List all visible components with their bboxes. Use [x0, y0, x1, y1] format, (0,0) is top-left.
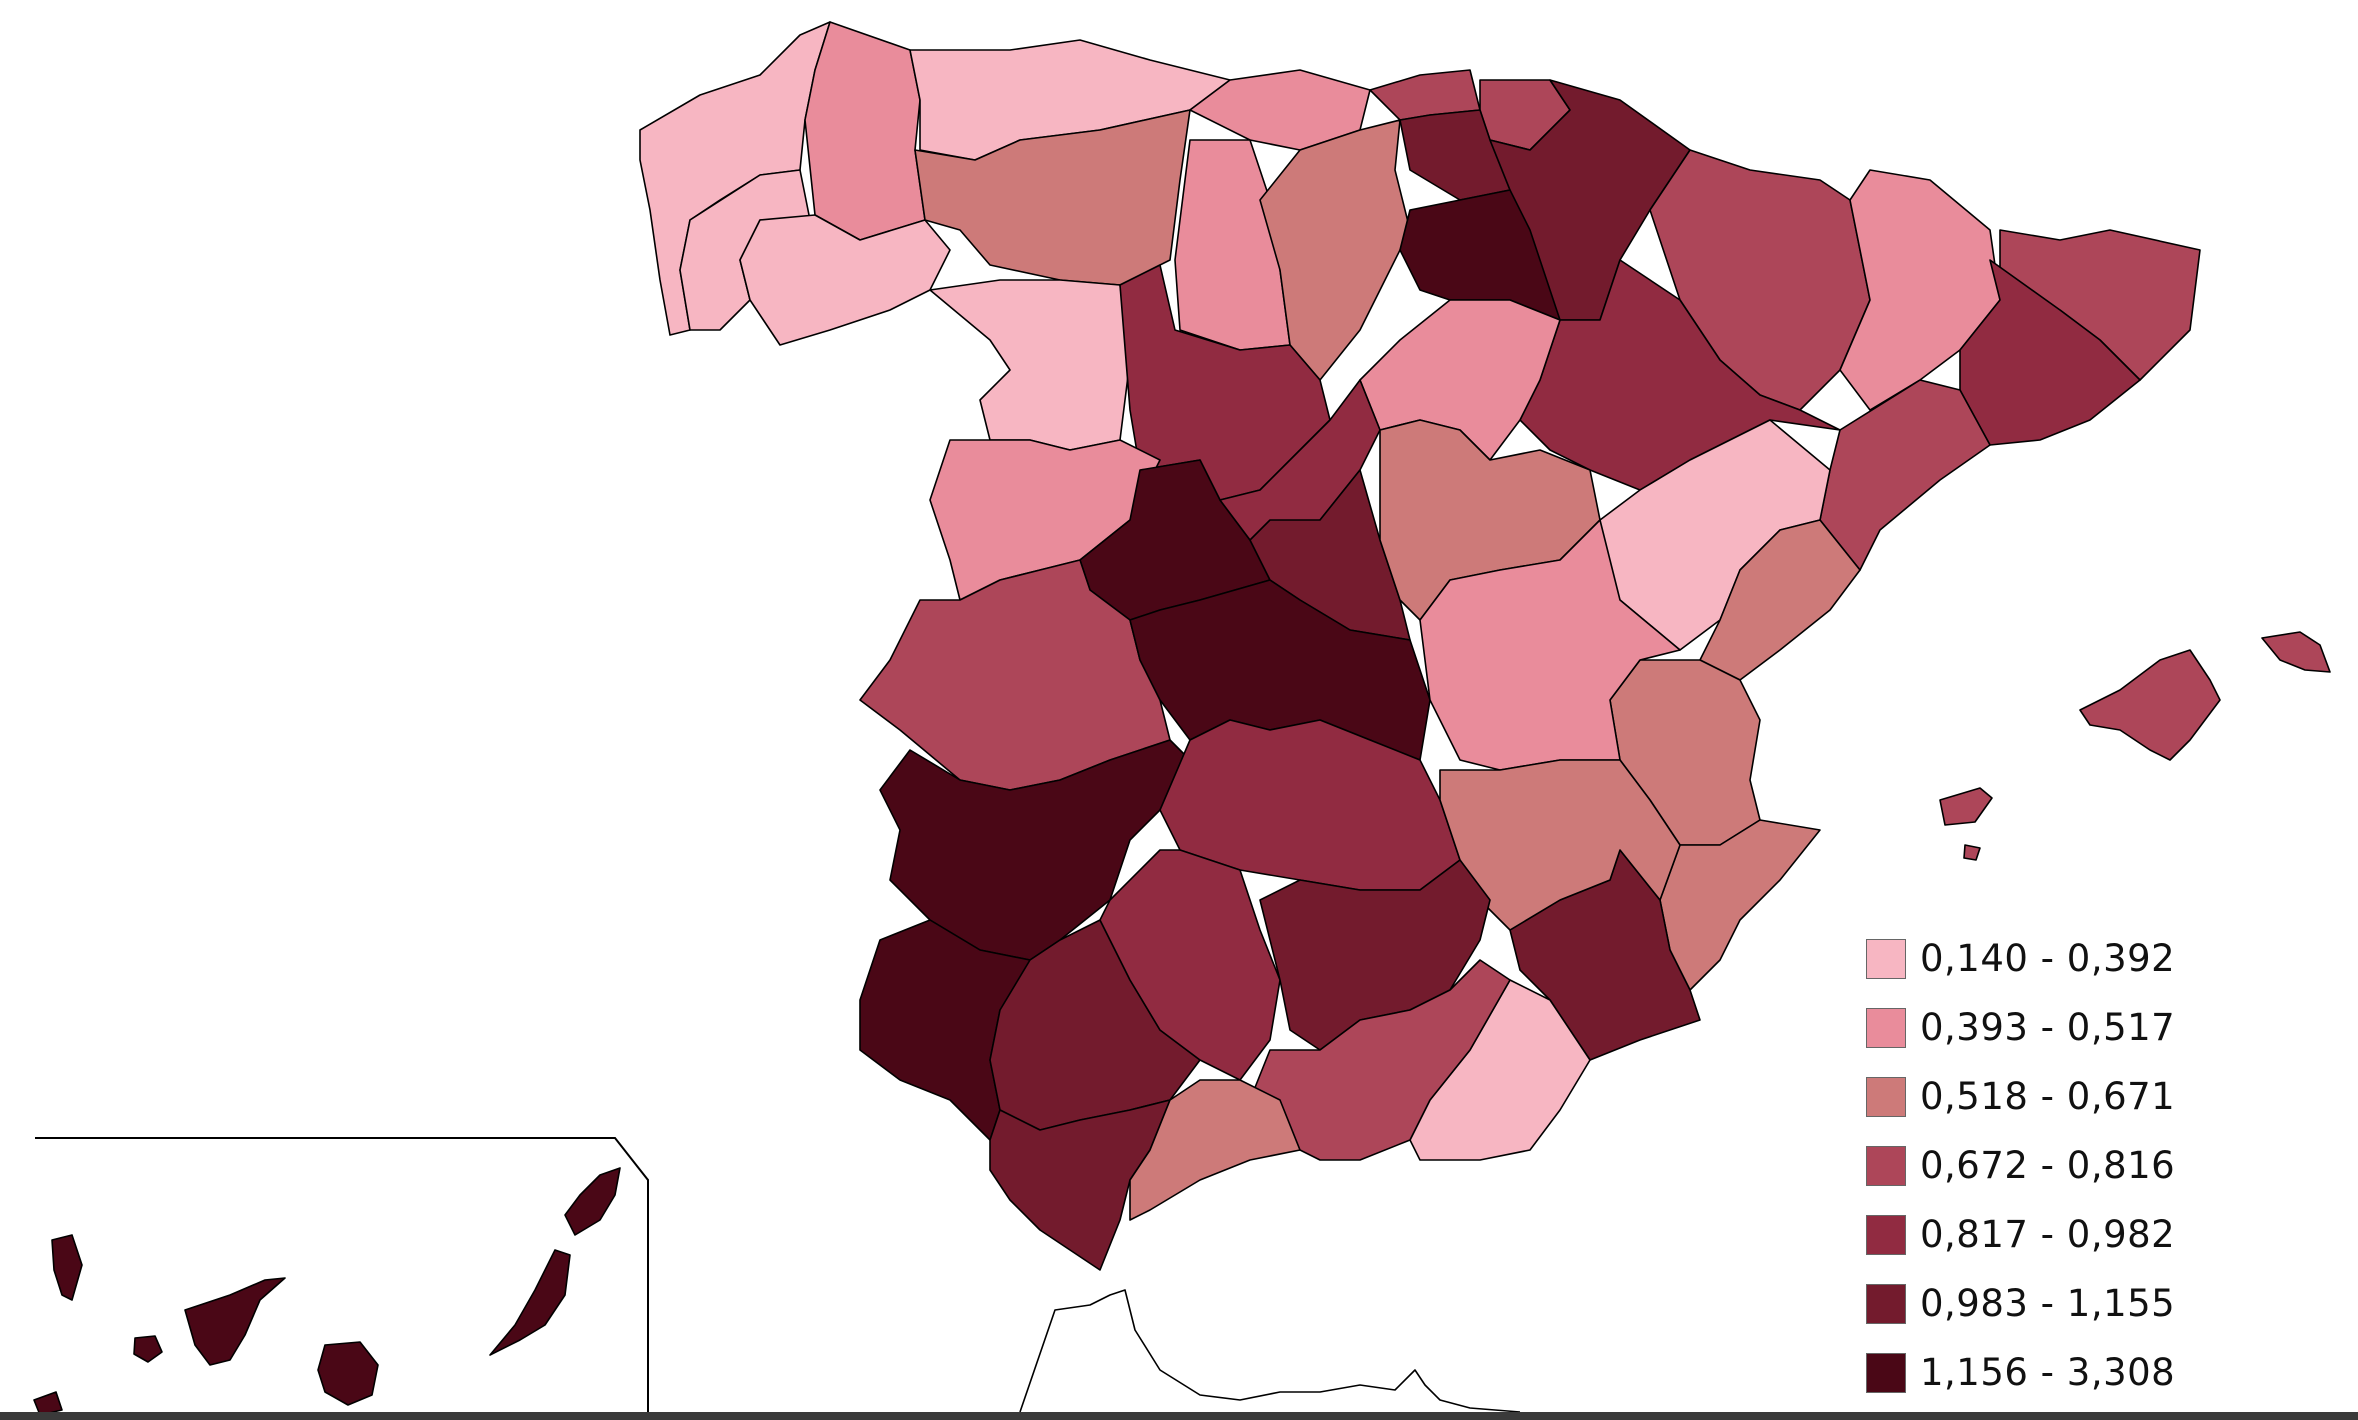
region-badajoz: [879, 739, 1191, 961]
legend-swatch: [1866, 1076, 1906, 1117]
legend-item: 0,140 - 0,392: [1866, 924, 2175, 993]
legend-label: 0,518 - 0,671: [1920, 1075, 2176, 1118]
bottom-border: [0, 1412, 2358, 1420]
region-mallorca: [2079, 649, 2221, 761]
map-legend: 0,140 - 0,392 0,393 - 0,517 0,518 - 0,671 0…: [1866, 924, 2175, 1407]
region-barcelona: [1959, 259, 2141, 446]
region-gran-canaria: [317, 1341, 379, 1406]
region-jaen: [1259, 859, 1491, 1051]
legend-label: 0,140 - 0,392: [1920, 937, 2176, 980]
region-tenerife: [184, 1277, 286, 1366]
region-cuenca: [1419, 519, 1681, 771]
legend-label: 0,393 - 0,517: [1920, 1006, 2176, 1049]
region-burgos: [1259, 119, 1411, 381]
legend-item: 0,817 - 0,982: [1866, 1200, 2175, 1269]
region-ourense: [739, 214, 951, 346]
region-caceres: [859, 559, 1171, 791]
region-zamora: [929, 279, 1131, 451]
legend-label: 0,983 - 1,155: [1920, 1282, 2176, 1325]
legend-item: 1,156 - 3,308: [1866, 1338, 2175, 1407]
region-malaga: [1129, 1079, 1301, 1221]
region-menorca: [2261, 631, 2331, 673]
north-africa-coastline: [1019, 1289, 1521, 1413]
region-la-gomera: [133, 1335, 163, 1363]
legend-label: 1,156 - 3,308: [1920, 1351, 2176, 1394]
region-huesca: [1649, 149, 1871, 411]
legend-item: 0,672 - 0,816: [1866, 1131, 2175, 1200]
legend-swatch: [1866, 938, 1906, 979]
legend-item: 0,393 - 0,517: [1866, 993, 2175, 1062]
legend-item: 0,983 - 1,155: [1866, 1269, 2175, 1338]
legend-label: 0,817 - 0,982: [1920, 1213, 2176, 1256]
region-lanzarote: [564, 1167, 621, 1236]
region-alicante: [1659, 819, 1821, 991]
legend-swatch: [1866, 1352, 1906, 1393]
region-cordoba: [1099, 849, 1281, 1081]
legend-swatch: [1866, 1283, 1906, 1324]
region-formentera: [1963, 844, 1981, 861]
legend-swatch: [1866, 1145, 1906, 1186]
region-lugo: [804, 21, 926, 241]
region-tarragona: [1819, 379, 1991, 571]
region-castellon: [1699, 519, 1861, 681]
legend-label: 0,672 - 0,816: [1920, 1144, 2176, 1187]
legend-swatch: [1866, 1214, 1906, 1255]
legend-item: 0,518 - 0,671: [1866, 1062, 2175, 1131]
legend-swatch: [1866, 1007, 1906, 1048]
region-la-palma: [51, 1234, 83, 1301]
canary-inset-frame: [35, 1137, 649, 1412]
region-ibiza: [1939, 787, 1993, 826]
region-fuerteventura: [489, 1249, 571, 1356]
region-el-hierro: [33, 1391, 63, 1416]
